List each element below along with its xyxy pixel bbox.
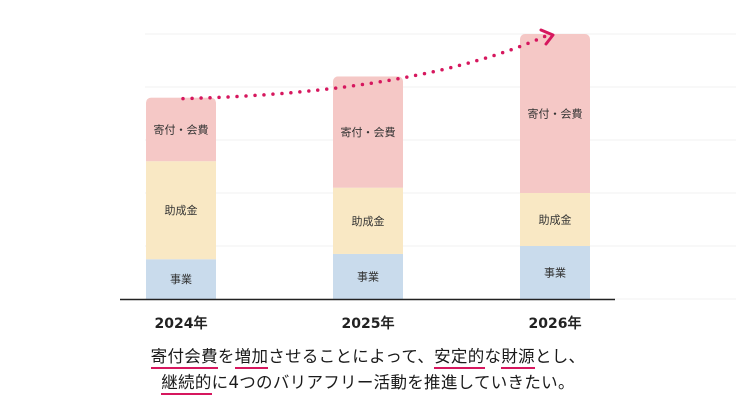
caption-text: させることによって、	[268, 347, 435, 366]
caption-text: とし、	[534, 347, 586, 366]
bar-segment	[520, 246, 590, 299]
segment-label: 寄付・会費	[154, 122, 209, 136]
segment-label: 事業	[357, 270, 379, 283]
underlined-phrase: 安定的	[434, 347, 485, 369]
underlined-phrase: 増加	[234, 347, 269, 369]
segment-label: 事業	[170, 273, 192, 286]
underlined-phrase: 財源	[501, 347, 535, 369]
segment-label: 寄付・会費	[528, 107, 583, 121]
trend-arrow-head-icon	[539, 28, 555, 46]
segment-label: 助成金	[165, 203, 198, 217]
bar-segment	[333, 187, 403, 254]
underlined-phrase: 継続的	[161, 373, 212, 395]
segment-label: 助成金	[352, 214, 385, 228]
bar-segment	[333, 253, 403, 299]
segment-label: 助成金	[539, 213, 572, 227]
bar-segment	[520, 193, 590, 246]
trend-arrow-line	[181, 33, 550, 101]
caption-text: を	[217, 347, 235, 366]
underlined-phrase: 寄付会費	[150, 347, 218, 369]
bar-stack: 事業 助成金 寄付・会費	[146, 97, 216, 299]
bar-stack: 事業 助成金 寄付・会費	[333, 76, 403, 299]
x-tick-label: 2024年	[155, 315, 208, 332]
caption-text: な	[484, 347, 502, 366]
bar-segment	[146, 161, 216, 260]
bar-segment	[146, 259, 216, 299]
segment-label: 寄付・会費	[341, 125, 396, 139]
caption-text: に4つのバリアフリー活動を推進していきたい。	[211, 373, 575, 392]
x-tick-label: 2026年	[529, 315, 582, 332]
bar-segment	[146, 97, 216, 162]
bar-segment	[333, 76, 403, 188]
bar-stack: 事業 助成金 寄付・会費	[520, 34, 590, 299]
bar-segment	[520, 34, 590, 193]
caption-line-2: 継続的に4つのバリアフリー活動を推進していきたい。	[0, 369, 736, 395]
caption-line-1: 寄付会費を増加させることによって、安定的な財源とし、	[0, 343, 736, 369]
segment-label: 事業	[544, 267, 566, 280]
x-tick-label: 2025年	[342, 315, 395, 332]
